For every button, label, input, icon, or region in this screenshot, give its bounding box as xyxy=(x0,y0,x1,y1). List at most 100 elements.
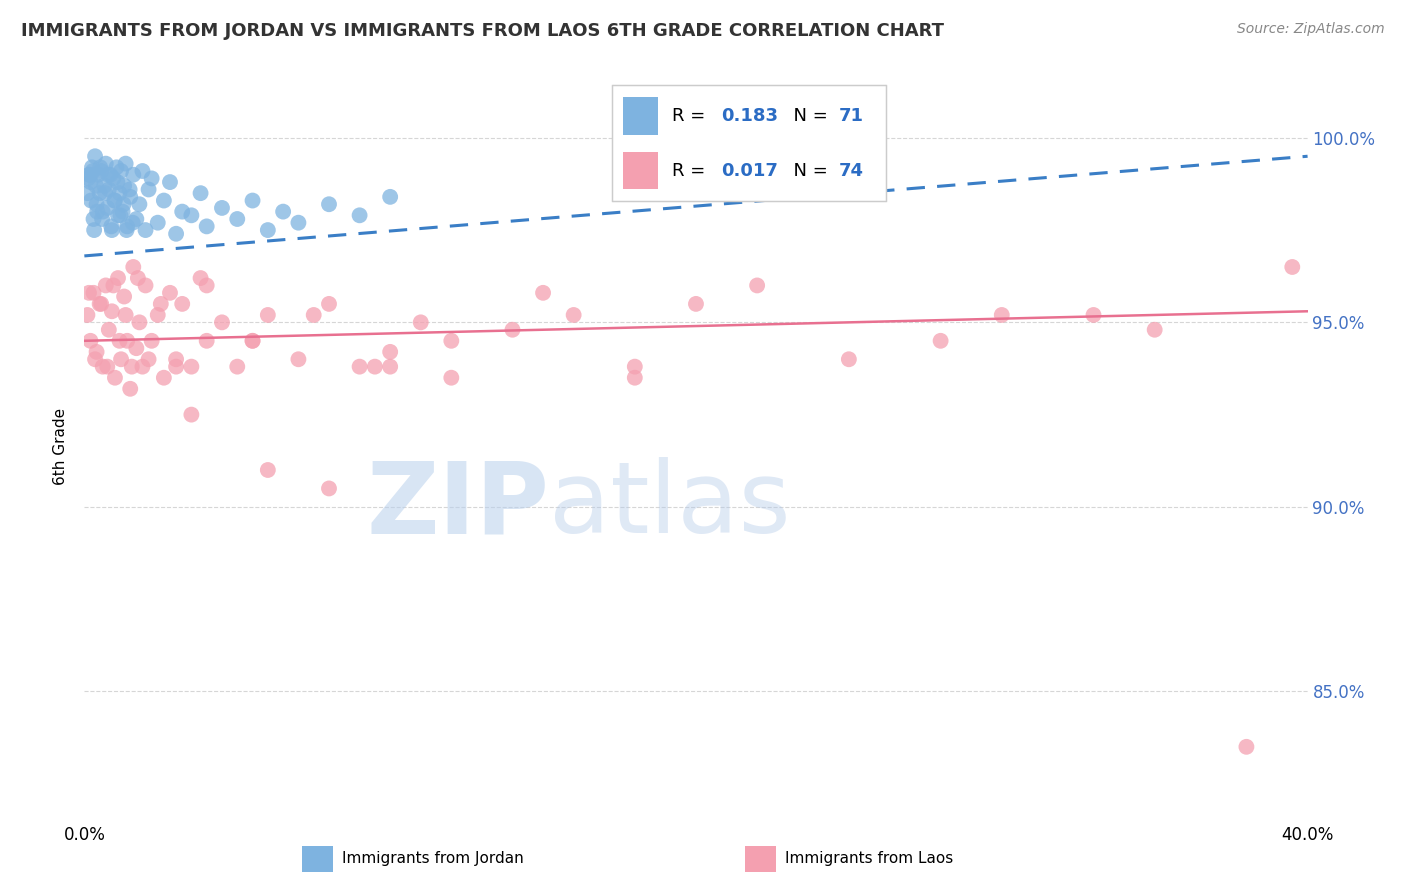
Point xyxy=(380,344,402,359)
Point xyxy=(138,352,160,367)
Point xyxy=(105,175,128,189)
Point xyxy=(440,370,463,384)
Text: Immigrants from Jordan: Immigrants from Jordan xyxy=(342,852,523,866)
Point xyxy=(112,289,135,303)
Point xyxy=(128,197,150,211)
Point xyxy=(991,308,1014,322)
Point xyxy=(257,308,280,322)
Point xyxy=(127,271,149,285)
Point xyxy=(131,164,153,178)
Point xyxy=(287,216,309,230)
Point xyxy=(141,171,163,186)
Point xyxy=(257,463,280,477)
Point xyxy=(271,204,294,219)
Point xyxy=(100,219,122,234)
Point xyxy=(349,359,371,374)
Point xyxy=(624,359,647,374)
Point xyxy=(112,178,135,193)
Point xyxy=(195,334,218,348)
Point xyxy=(318,297,340,311)
Point xyxy=(257,223,280,237)
Point xyxy=(190,271,212,285)
Point xyxy=(94,156,117,170)
Point xyxy=(242,194,264,208)
Point xyxy=(1236,739,1258,754)
Point xyxy=(115,334,138,348)
Point xyxy=(96,359,118,374)
Point xyxy=(94,278,117,293)
Text: N =: N = xyxy=(782,161,834,179)
Point xyxy=(77,168,100,182)
Point xyxy=(101,223,124,237)
Point xyxy=(83,223,105,237)
Point xyxy=(96,201,118,215)
Point xyxy=(287,352,309,367)
Point xyxy=(111,204,134,219)
Point xyxy=(318,482,340,496)
Point xyxy=(121,216,143,230)
Point xyxy=(120,382,142,396)
Point xyxy=(180,408,202,422)
Point xyxy=(125,212,148,227)
Point xyxy=(195,278,218,293)
Point xyxy=(242,334,264,348)
Point xyxy=(380,190,402,204)
Point xyxy=(1143,323,1166,337)
Point xyxy=(1083,308,1105,322)
Text: ZIP: ZIP xyxy=(367,458,550,555)
Point xyxy=(108,334,131,348)
Point xyxy=(79,334,101,348)
Text: Immigrants from Laos: Immigrants from Laos xyxy=(785,852,953,866)
Point xyxy=(409,315,432,329)
Point xyxy=(90,164,112,178)
Text: R =: R = xyxy=(672,107,711,125)
Point xyxy=(159,175,181,189)
Text: IMMIGRANTS FROM JORDAN VS IMMIGRANTS FROM LAOS 6TH GRADE CORRELATION CHART: IMMIGRANTS FROM JORDAN VS IMMIGRANTS FRO… xyxy=(21,22,943,40)
Point xyxy=(165,359,187,374)
Point xyxy=(180,208,202,222)
Point xyxy=(226,212,249,227)
Text: 0.183: 0.183 xyxy=(721,107,779,125)
Point xyxy=(172,297,194,311)
Point xyxy=(86,344,108,359)
Point xyxy=(302,308,325,322)
Point xyxy=(118,182,141,196)
Point xyxy=(86,204,108,219)
Point xyxy=(89,186,111,201)
Point xyxy=(89,161,111,175)
Point xyxy=(107,208,129,222)
Point xyxy=(97,168,120,182)
Point xyxy=(121,359,143,374)
Point xyxy=(115,223,138,237)
Point xyxy=(1281,260,1303,274)
Point xyxy=(84,149,107,163)
Point xyxy=(97,323,120,337)
Point xyxy=(86,197,108,211)
Point xyxy=(135,223,157,237)
Point xyxy=(84,352,107,367)
Point xyxy=(84,178,107,193)
Point xyxy=(190,186,212,201)
Point xyxy=(103,194,125,208)
Point xyxy=(114,156,136,170)
Point xyxy=(153,370,176,384)
Point xyxy=(146,308,169,322)
Point xyxy=(82,164,104,178)
Point xyxy=(349,208,371,222)
Point xyxy=(91,204,114,219)
Point xyxy=(138,182,160,196)
Point xyxy=(83,285,105,300)
Point xyxy=(110,164,132,178)
Point xyxy=(165,227,187,241)
Text: 71: 71 xyxy=(839,107,865,125)
Point xyxy=(80,161,103,175)
Point xyxy=(226,359,249,374)
Point xyxy=(135,278,157,293)
Text: N =: N = xyxy=(782,107,834,125)
Point xyxy=(172,204,194,219)
Point xyxy=(97,182,120,196)
Point xyxy=(929,334,952,348)
Point xyxy=(131,359,153,374)
Point xyxy=(364,359,387,374)
Point xyxy=(103,171,125,186)
